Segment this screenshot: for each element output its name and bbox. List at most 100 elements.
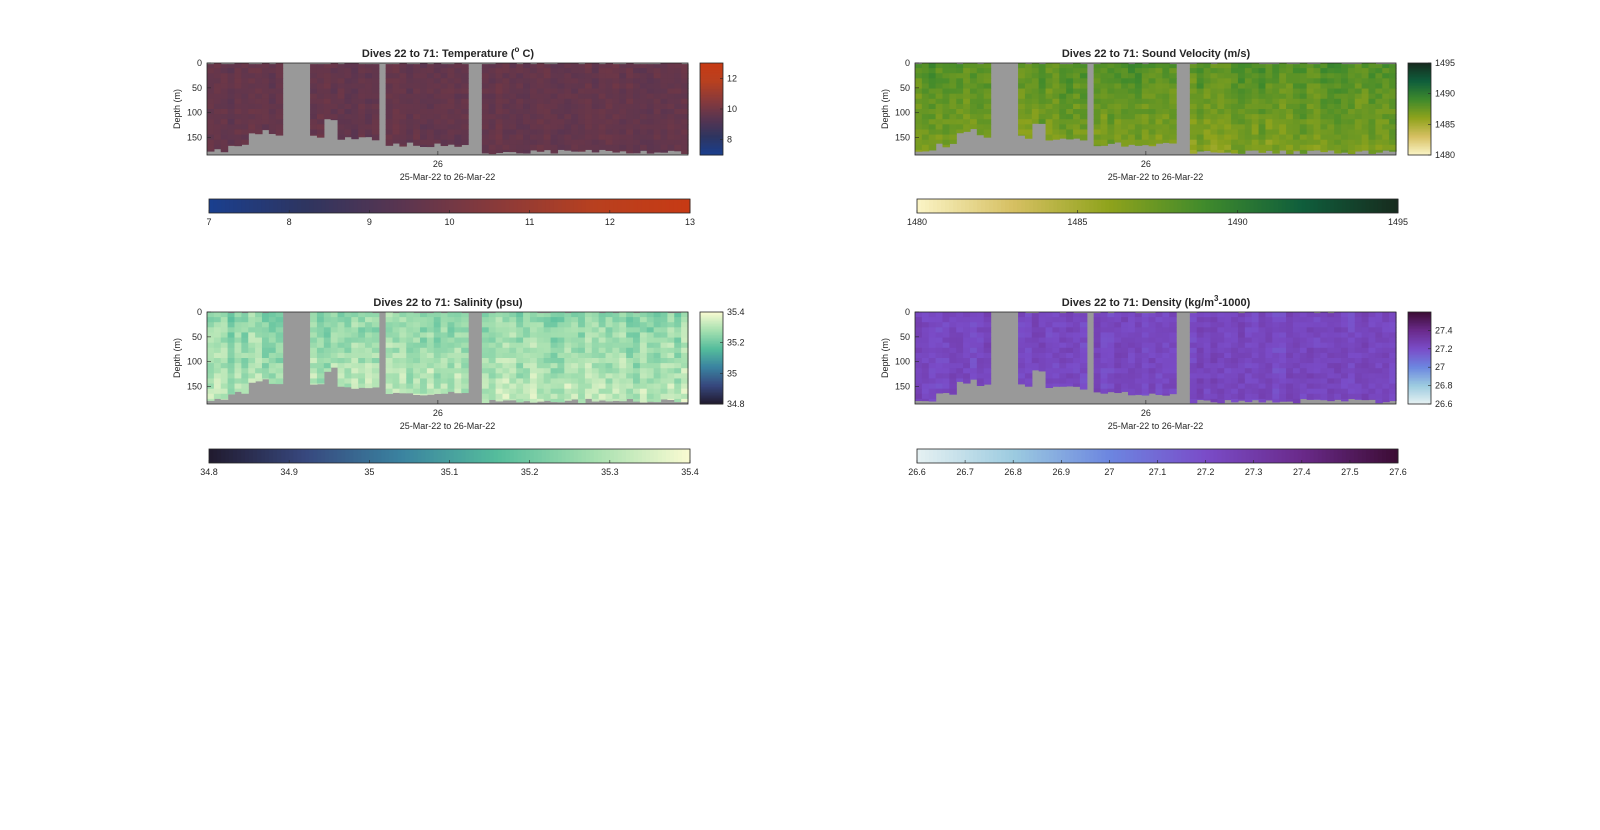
heatmap-cell xyxy=(557,398,565,403)
heatmap-cell xyxy=(220,393,229,400)
heatmap-cell xyxy=(928,119,937,125)
heatmap-cell xyxy=(392,388,400,393)
heatmap-cell xyxy=(1189,134,1198,141)
heatmap-cell xyxy=(1320,98,1328,105)
heatmap-cell xyxy=(605,134,614,141)
heatmap-cell xyxy=(1231,98,1239,105)
heatmap-cell xyxy=(1114,68,1122,74)
colorbar-side-segment xyxy=(700,353,723,356)
colorbar-side-segment xyxy=(1408,67,1431,70)
colorbar-side-segment xyxy=(1408,348,1431,351)
heatmap-cell xyxy=(447,358,455,364)
heatmap-cell xyxy=(956,73,964,79)
panel-title: Dives 22 to 71: Density (kg/m3-1000) xyxy=(1062,294,1251,309)
heatmap-cell xyxy=(983,134,992,138)
heatmap-cell xyxy=(1361,103,1370,110)
heatmap-cell xyxy=(1210,93,1218,100)
colorbar-side-segment xyxy=(1408,328,1431,331)
heatmap-cell xyxy=(344,337,352,344)
heatmap-cell xyxy=(612,342,620,349)
colorbar-bottom-segment xyxy=(277,199,282,213)
heatmap-cell xyxy=(1121,352,1129,359)
heatmap-cell xyxy=(1031,337,1040,344)
heatmap-cell xyxy=(1141,93,1150,100)
colorbar-side-segment xyxy=(1408,333,1431,336)
heatmap-cell xyxy=(1141,347,1150,354)
heatmap-cell xyxy=(1141,317,1150,323)
heatmap-cell xyxy=(674,63,682,69)
heatmap-cell xyxy=(564,317,572,323)
heatmap-cell xyxy=(653,358,662,364)
heatmap-cell xyxy=(1093,368,1102,374)
heatmap-cell xyxy=(1155,129,1163,135)
heatmap-cell xyxy=(626,98,634,105)
heatmap-cell xyxy=(1320,393,1328,400)
heatmap-cell xyxy=(1031,78,1040,84)
heatmap-cell xyxy=(653,124,662,130)
heatmap-cell xyxy=(1148,368,1157,374)
colorbar-side-segment xyxy=(700,102,723,105)
colorbar-bottom-segment xyxy=(645,449,651,463)
heatmap-cell xyxy=(667,149,675,151)
heatmap-cell xyxy=(1272,119,1280,125)
heatmap-cell xyxy=(1169,383,1177,390)
heatmap-cell xyxy=(241,109,249,115)
heatmap-cell xyxy=(1361,73,1370,79)
heatmap-cell xyxy=(1155,63,1163,69)
heatmap-cell xyxy=(275,332,284,338)
heatmap-cell xyxy=(605,129,614,135)
heatmap-cell xyxy=(1162,368,1170,374)
heatmap-cell xyxy=(1093,388,1102,393)
heatmap-cell xyxy=(969,358,978,364)
heatmap-cell xyxy=(406,83,414,89)
heatmap-cell xyxy=(681,368,689,374)
heatmap-cell xyxy=(921,322,930,328)
heatmap-cell xyxy=(1361,139,1370,146)
heatmap-cell xyxy=(454,378,462,384)
heatmap-cell xyxy=(316,103,325,110)
heatmap-cell xyxy=(935,388,944,394)
heatmap-cell xyxy=(1286,312,1294,318)
heatmap-cell xyxy=(1224,73,1232,79)
heatmap-cell xyxy=(1251,149,1260,151)
heatmap-cell xyxy=(1244,398,1253,403)
heatmap-cell xyxy=(509,119,517,125)
heatmap-cell xyxy=(227,347,236,354)
colorbar-side-segment xyxy=(1408,390,1431,393)
heatmap-cell xyxy=(1196,149,1205,152)
colorbar-bottom-tick-label: 1480 xyxy=(907,217,927,227)
colorbar-bottom-segment xyxy=(513,449,519,463)
colorbar-bottom-segment xyxy=(1233,199,1239,213)
colorbar-bottom-segment xyxy=(1157,199,1163,213)
heatmap-cell xyxy=(1286,317,1294,323)
heatmap-cell xyxy=(255,378,263,382)
heatmap-cell xyxy=(1320,322,1328,328)
colorbar-bottom-segment xyxy=(321,449,326,463)
colorbar-side-segment xyxy=(1408,144,1431,147)
colorbar-bottom: 7 8 9 10 11 12 13 xyxy=(206,198,695,227)
heatmap-cell xyxy=(1251,327,1260,333)
heatmap-cell xyxy=(529,68,538,74)
heatmap-cell xyxy=(1389,139,1397,146)
heatmap-cell xyxy=(653,98,662,105)
heatmap-cell xyxy=(571,98,579,105)
heatmap-cell xyxy=(1354,317,1363,323)
heatmap-cell xyxy=(1093,88,1102,95)
heatmap-cell xyxy=(371,342,380,349)
heatmap-cell xyxy=(241,373,249,379)
heatmap-cell xyxy=(447,139,455,145)
heatmap-cell xyxy=(1141,337,1150,344)
heatmap-cell xyxy=(1018,368,1026,374)
x-tick-label: 26 xyxy=(1141,159,1151,169)
heatmap-cell xyxy=(1251,332,1260,338)
heatmap-cell xyxy=(337,109,346,115)
heatmap-cell xyxy=(413,78,421,84)
heatmap-cell xyxy=(529,332,538,338)
heatmap-cell xyxy=(1224,114,1232,120)
heatmap-cell xyxy=(1320,342,1328,349)
heatmap-cell xyxy=(564,368,572,374)
heatmap-cell xyxy=(969,114,978,120)
heatmap-cell xyxy=(543,342,552,349)
colorbar-bottom-segment xyxy=(337,199,342,213)
